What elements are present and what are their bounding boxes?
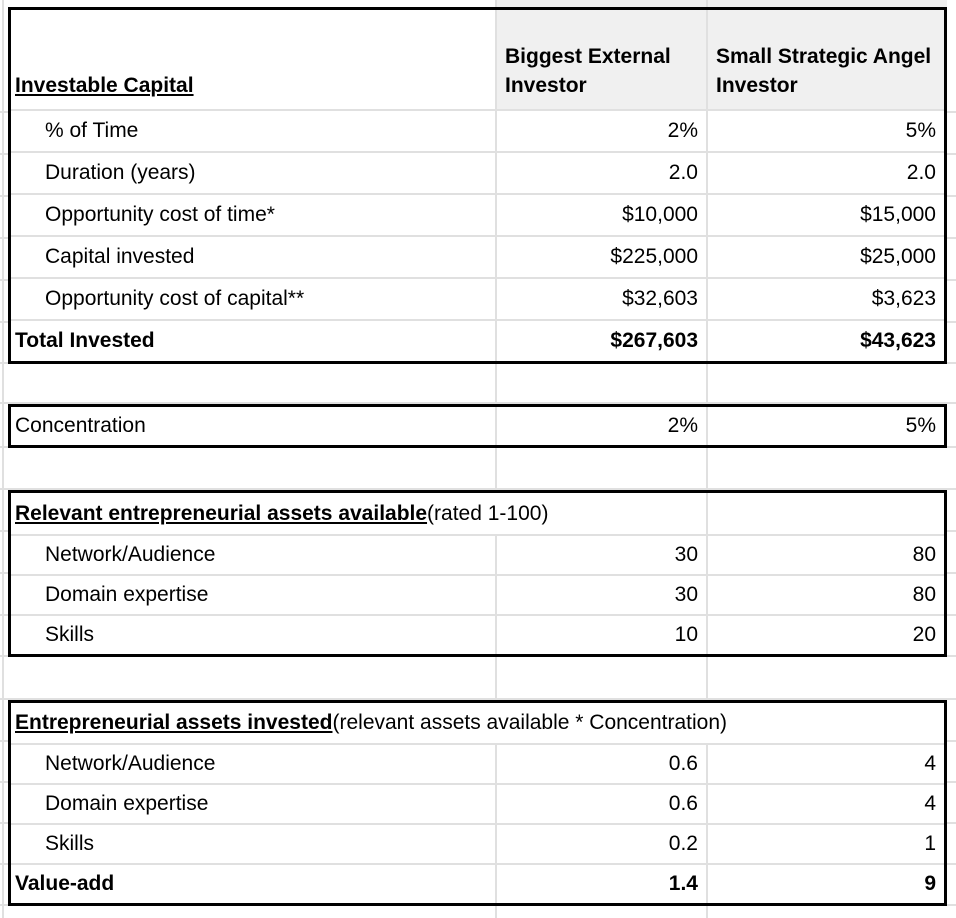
table-row: Opportunity cost of capital** $32,603 $3… — [11, 277, 944, 319]
section-title-cell[interactable]: Entrepreneurial assets invested (relevan… — [11, 703, 944, 743]
row-label-cell[interactable]: Network/Audience — [45, 543, 216, 566]
angel-investor-value-cell[interactable]: 20 — [706, 616, 944, 654]
angel-investor-value-cell[interactable]: 1 — [706, 825, 944, 863]
table-header-row: Investable Capital Biggest External Inve… — [11, 10, 944, 109]
row-label-cell[interactable]: Value-add — [15, 872, 115, 895]
angel-investor-value-cell[interactable]: 80 — [706, 536, 944, 574]
relevant-assets-table: Relevant entrepreneurial assets availabl… — [8, 490, 947, 657]
section-title: Investable Capital — [15, 74, 194, 97]
concentration-row: Concentration 2% 5% — [11, 407, 944, 445]
angel-investor-value-cell[interactable]: $25,000 — [706, 237, 944, 277]
row-label-cell[interactable]: Duration (years) — [45, 161, 196, 184]
empty-cell[interactable] — [706, 493, 944, 534]
biggest-investor-header-cell[interactable]: Biggest External Investor — [495, 10, 706, 109]
header-fill-sliver — [495, 0, 947, 7]
gridline — [706, 0, 708, 918]
angel-investor-value-cell[interactable]: 4 — [706, 745, 944, 783]
table-row: % of Time 2% 5% — [11, 109, 944, 151]
investable-capital-header-cell[interactable]: Investable Capital — [11, 10, 495, 109]
total-invested-row: Total Invested $267,603 $43,623 — [11, 319, 944, 361]
gridline — [0, 488, 956, 490]
row-label-cell[interactable]: Skills — [45, 623, 95, 646]
row-label-cell[interactable]: Opportunity cost of capital** — [45, 287, 305, 310]
biggest-investor-value-cell[interactable]: 0.6 — [495, 745, 706, 783]
biggest-investor-value-cell[interactable]: 30 — [495, 576, 706, 614]
section-note: (rated 1-100) — [427, 501, 549, 525]
table-row: Duration (years) 2.0 2.0 — [11, 151, 944, 193]
angel-investor-value-cell[interactable]: 5% — [706, 111, 944, 151]
value-add-row: Value-add 1.4 9 — [11, 863, 944, 903]
table-row: Skills 0.2 1 — [11, 823, 944, 863]
table-row: Domain expertise 0.6 4 — [11, 783, 944, 823]
table-row: Domain expertise 30 80 — [11, 574, 944, 614]
row-label-cell[interactable]: Capital invested — [45, 245, 195, 268]
gridline — [495, 0, 497, 918]
angel-investor-value-cell[interactable]: 5% — [706, 407, 944, 445]
angel-investor-value-cell[interactable]: 9 — [706, 865, 944, 903]
angel-investor-value-cell[interactable]: 4 — [706, 785, 944, 823]
biggest-investor-value-cell[interactable]: $225,000 — [495, 237, 706, 277]
biggest-investor-value-cell[interactable]: 0.2 — [495, 825, 706, 863]
row-label-cell[interactable]: Opportunity cost of time* — [45, 203, 275, 226]
biggest-investor-value-cell[interactable]: 2.0 — [495, 153, 706, 193]
section-note: (relevant assets available * Concentrati… — [332, 711, 728, 734]
section-header-row: Entrepreneurial assets invested (relevan… — [11, 703, 944, 743]
biggest-investor-value-cell[interactable]: 10 — [495, 616, 706, 654]
biggest-investor-value-cell[interactable]: 30 — [495, 536, 706, 574]
gridline — [2, 0, 4, 918]
biggest-investor-value-cell[interactable]: 2% — [495, 407, 706, 445]
investable-capital-table: Investable Capital Biggest External Inve… — [8, 7, 947, 364]
row-label-cell[interactable]: Domain expertise — [45, 792, 209, 815]
section-title-cell[interactable]: Relevant entrepreneurial assets availabl… — [11, 493, 706, 534]
row-label-cell[interactable]: Skills — [45, 832, 95, 855]
concentration-table: Concentration 2% 5% — [8, 404, 947, 448]
table-row: Skills 10 20 — [11, 614, 944, 654]
section-title: Entrepreneurial assets invested — [15, 711, 333, 734]
row-label-cell[interactable]: Network/Audience — [45, 752, 216, 775]
biggest-investor-value-cell[interactable]: $10,000 — [495, 195, 706, 235]
angel-investor-value-cell[interactable]: 80 — [706, 576, 944, 614]
angel-investor-value-cell[interactable]: $43,623 — [706, 321, 944, 361]
row-label-cell[interactable]: Total Invested — [15, 329, 155, 352]
gridline — [0, 402, 956, 404]
angel-investor-value-cell[interactable]: 2.0 — [706, 153, 944, 193]
biggest-investor-value-cell[interactable]: $32,603 — [495, 279, 706, 319]
biggest-investor-value-cell[interactable]: $267,603 — [495, 321, 706, 361]
angel-investor-header-cell[interactable]: Small Strategic Angel Investor — [706, 10, 944, 109]
biggest-investor-value-cell[interactable]: 2% — [495, 111, 706, 151]
table-row: Network/Audience 0.6 4 — [11, 743, 944, 783]
assets-invested-table: Entrepreneurial assets invested (relevan… — [8, 700, 947, 906]
angel-investor-value-cell[interactable]: $3,623 — [706, 279, 944, 319]
table-row: Network/Audience 30 80 — [11, 534, 944, 574]
section-header-row: Relevant entrepreneurial assets availabl… — [11, 493, 944, 534]
table-row: Opportunity cost of time* $10,000 $15,00… — [11, 193, 944, 235]
angel-investor-value-cell[interactable]: $15,000 — [706, 195, 944, 235]
gridline — [0, 698, 956, 700]
row-label-cell[interactable]: % of Time — [45, 119, 139, 142]
row-label-cell[interactable]: Domain expertise — [45, 583, 209, 606]
biggest-investor-value-cell[interactable]: 1.4 — [495, 865, 706, 903]
biggest-investor-value-cell[interactable]: 0.6 — [495, 785, 706, 823]
section-title: Relevant entrepreneurial assets availabl… — [15, 501, 428, 525]
row-label-cell[interactable]: Concentration — [15, 414, 146, 437]
table-row: Capital invested $225,000 $25,000 — [11, 235, 944, 277]
